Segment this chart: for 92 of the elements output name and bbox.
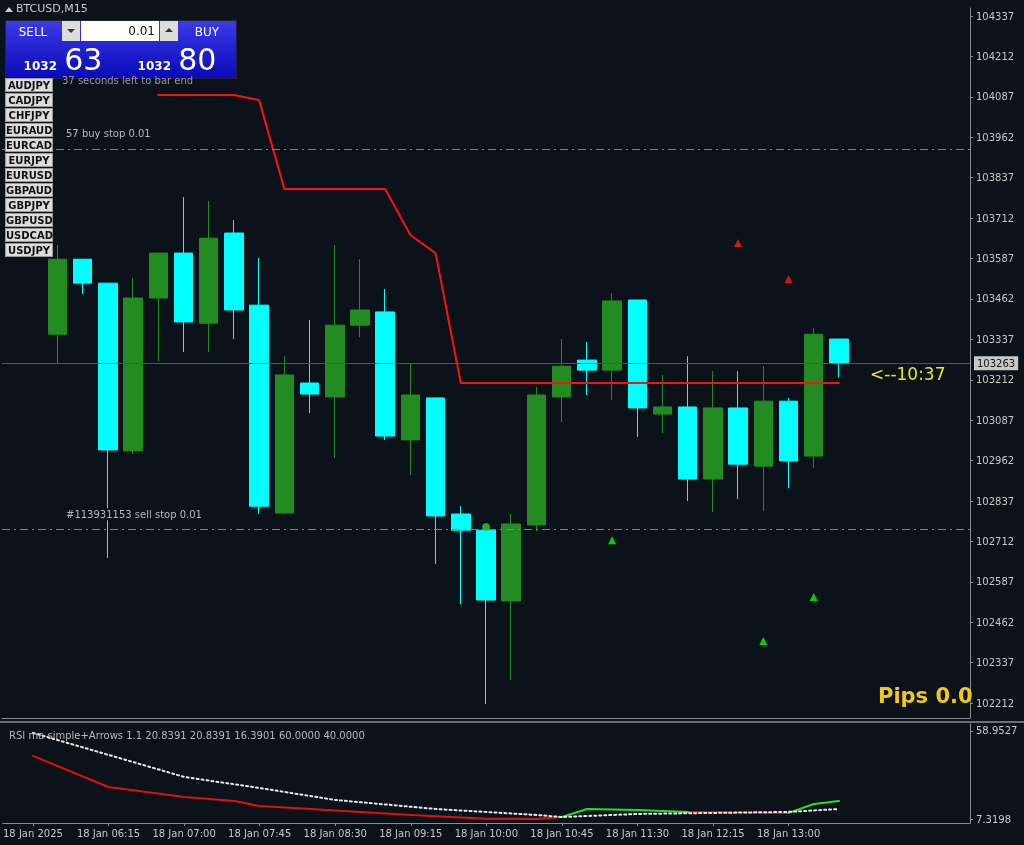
candlestick <box>275 355 294 515</box>
y-tick-label: 103212 <box>976 374 1015 386</box>
annotation: BTCUSD,M15 <box>16 2 88 15</box>
point <box>759 637 768 646</box>
y-tick-label: 102712 <box>976 535 1015 547</box>
y-tick-label: 102587 <box>976 576 1015 588</box>
annotation: EURAUD <box>5 123 53 137</box>
x-tick-label: 18 Jan 10:45 <box>530 827 594 839</box>
annotation: 37 seconds left to bar end <box>62 75 194 86</box>
ref-line-label: 103263 <box>977 357 1016 369</box>
annotation: GBPAUD <box>5 183 53 197</box>
candlestick <box>653 374 672 434</box>
annotation: USDCAD <box>5 228 54 242</box>
annotation: EURCAD <box>5 138 53 152</box>
annotation: 1032 80 <box>137 42 217 77</box>
candlestick <box>48 244 67 365</box>
annotation: Pips 0.0 <box>878 684 973 708</box>
y-tick-label: 7.3198 <box>976 813 1011 825</box>
annotation: CADJPY <box>5 93 53 107</box>
candlestick <box>199 200 218 353</box>
y-tick-label: 104337 <box>976 10 1015 22</box>
annotation: 1032 63 <box>23 42 103 77</box>
line-series <box>157 93 840 385</box>
point <box>608 536 617 545</box>
candlestick <box>375 288 395 441</box>
annotation: CHFJPY <box>5 108 53 122</box>
candlestick <box>602 292 622 401</box>
y-tick-label: 103837 <box>976 172 1015 184</box>
x-tick-label: 18 Jan 06:15 <box>76 827 141 839</box>
y-tick-label: 103587 <box>976 253 1015 265</box>
annotation: EURJPY <box>5 153 53 167</box>
candlestick <box>552 338 571 423</box>
annotation: GBPJPY <box>5 198 53 212</box>
annotation: <--10:37 <box>870 364 946 384</box>
y-tick-label: 102962 <box>976 455 1015 467</box>
candlestick <box>451 505 471 605</box>
annotation: USDJPY <box>5 243 53 257</box>
x-tick-label: 18 Jan 08:30 <box>303 827 367 839</box>
candlestick <box>628 299 647 438</box>
candlestick <box>149 252 168 362</box>
candlestick <box>501 513 521 681</box>
candlestick <box>754 365 773 512</box>
y-tick-label: 103462 <box>976 293 1015 305</box>
y-tick-label: 58.9527 <box>976 725 1018 737</box>
point <box>809 593 818 602</box>
x-tick-label: 18 Jan 12:15 <box>681 827 745 839</box>
y-tick-label: 104212 <box>976 51 1015 62</box>
x-tick-label: 18 Jan 10:00 <box>454 827 519 839</box>
candlestick <box>779 397 798 489</box>
x-tick-label: 18 Jan 2025 <box>3 827 63 839</box>
candlestick <box>703 370 723 513</box>
candlestick <box>401 362 420 476</box>
number-field: 0.01 <box>81 21 159 41</box>
point <box>734 239 743 248</box>
x-tick-label: 18 Jan 07:45 <box>228 827 292 839</box>
y-tick-label: 104087 <box>976 91 1015 103</box>
y-tick-label: 102462 <box>976 616 1015 628</box>
candlestick <box>174 196 193 353</box>
annotation: GBPUSD <box>5 213 53 227</box>
candlestick <box>426 397 445 565</box>
point <box>482 522 490 531</box>
candlestick <box>350 258 370 338</box>
y-tick-label: 103962 <box>976 131 1015 143</box>
candlestick <box>325 244 345 459</box>
x-tick-label: 18 Jan 13:00 <box>756 827 821 839</box>
y-tick-label: 102337 <box>976 657 1015 669</box>
annotation: EURUSD <box>5 168 53 182</box>
ref-line-label: 57 buy stop 0.01 <box>66 128 151 140</box>
y-tick-label: 102837 <box>976 495 1015 507</box>
candlestick <box>249 257 269 515</box>
ref-line-label: #113931153 sell stop 0.01 <box>66 508 202 520</box>
candlestick <box>678 355 697 502</box>
point <box>784 274 793 283</box>
candlestick <box>224 219 244 340</box>
candlestick <box>728 370 748 500</box>
annotation: SELL <box>17 24 49 41</box>
candlestick <box>527 386 546 532</box>
y-tick-label: 103087 <box>976 414 1015 426</box>
y-tick-label: 102212 <box>976 697 1015 709</box>
x-tick-label: 18 Jan 09:15 <box>379 827 443 839</box>
candlestick <box>123 277 143 455</box>
x-tick-label: 18 Jan 07:00 <box>152 827 216 839</box>
candlestick <box>577 341 597 396</box>
candlestick <box>300 319 319 414</box>
annotation: BUY <box>193 24 221 41</box>
y-tick-label: 103337 <box>976 333 1015 345</box>
candlestick <box>829 338 849 378</box>
y-tick-label: 103712 <box>976 212 1015 224</box>
x-tick-label: 18 Jan 11:30 <box>605 827 670 839</box>
annotation: AUDJPY <box>5 78 53 92</box>
candlestick <box>73 258 92 295</box>
candlestick <box>804 327 823 469</box>
